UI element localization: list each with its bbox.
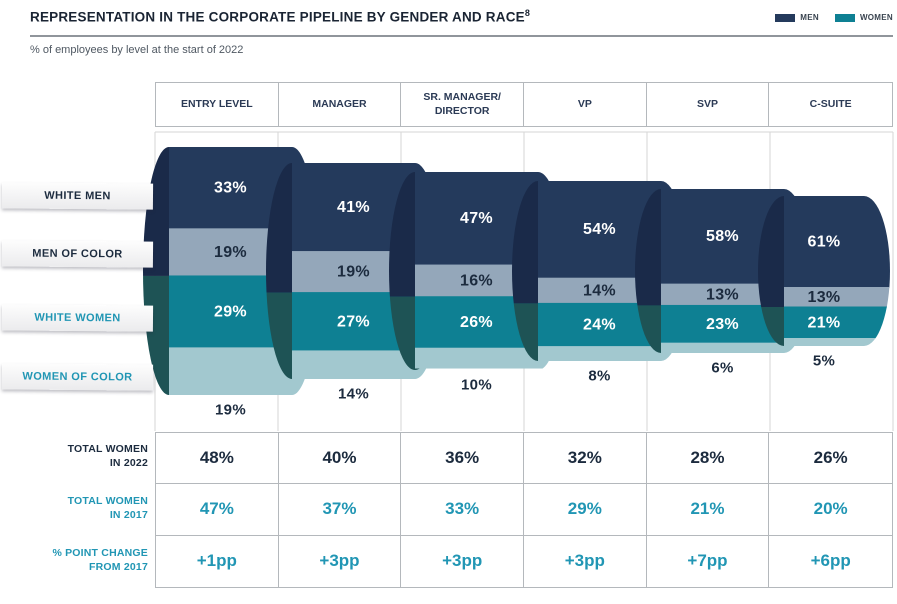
summary-value-r1-entry-level: 47% bbox=[156, 484, 279, 536]
summary-label-line2: IN 2017 bbox=[109, 508, 148, 521]
value-label-white-women-manager: 27% bbox=[337, 313, 370, 330]
segment-women-of-color bbox=[538, 346, 687, 361]
summary-value-r2-entry-level: +1pp bbox=[156, 535, 279, 587]
value-label-white-men-manager: 41% bbox=[337, 199, 370, 216]
title-divider bbox=[30, 35, 893, 37]
row-label-men-of-color: MEN OF COLOR bbox=[1, 240, 154, 268]
segment-men-of-color bbox=[784, 287, 890, 308]
summary-value-r0-sr-manager-director: 36% bbox=[401, 433, 524, 485]
value-label-women-of-color-entry-level: 19% bbox=[215, 402, 246, 419]
summary-value-r2-vp: +3pp bbox=[524, 535, 647, 587]
summary-label-line2: IN 2022 bbox=[109, 456, 148, 469]
segment-women-of-color bbox=[415, 347, 564, 369]
row-label-white-men: WHITE MEN bbox=[1, 182, 154, 210]
summary-value-r1-sr-manager-director: 33% bbox=[401, 484, 524, 536]
summary-value-r2-sr-manager-director: +3pp bbox=[401, 535, 524, 587]
legend-item-men: MEN bbox=[775, 13, 819, 22]
value-label-women-of-color-manager: 14% bbox=[338, 386, 369, 403]
legend-item-women: WOMEN bbox=[834, 13, 893, 22]
men-color-swatch bbox=[775, 13, 796, 22]
value-label-women-of-color-vp: 8% bbox=[588, 368, 610, 385]
footnote-marker: 8 bbox=[524, 8, 531, 18]
summary-label-line1: TOTAL WOMEN bbox=[67, 495, 148, 507]
value-label-white-women-svp: 23% bbox=[706, 316, 739, 333]
value-label-men-of-color-sr-manager-director: 16% bbox=[460, 272, 493, 289]
legend-label-women: WOMEN bbox=[859, 13, 893, 22]
cylinder-c-suite: 61% 13% 21% 5% bbox=[758, 196, 890, 370]
legend-label-men: MEN bbox=[800, 13, 819, 22]
women-color-swatch bbox=[834, 13, 855, 22]
summary-value-r2-svp: +7pp bbox=[647, 535, 770, 587]
summary-value-r2-c-suite: +6pp bbox=[810, 551, 851, 571]
value-label-men-of-color-svp: 13% bbox=[706, 286, 739, 303]
value-label-white-women-c-suite: 21% bbox=[808, 314, 841, 331]
value-label-men-of-color-vp: 14% bbox=[583, 282, 616, 299]
value-label-white-women-vp: 24% bbox=[583, 317, 616, 334]
summary-row-label-point-change: % POINT CHANGE FROM 2017 bbox=[0, 547, 148, 574]
summary-value-r1-vp: 29% bbox=[523, 484, 647, 536]
segment-white-men bbox=[784, 196, 890, 288]
segment-women-of-color bbox=[661, 342, 810, 353]
level-header-vp: VP bbox=[524, 83, 647, 126]
value-label-white-men-sr-manager-director: 47% bbox=[460, 210, 493, 227]
chart-subtitle: % of employees by level at the start of … bbox=[30, 44, 244, 56]
value-label-white-men-vp: 54% bbox=[583, 221, 616, 238]
row-label-text: MEN OF COLOR bbox=[32, 247, 123, 261]
summary-table: 48% 40% 36% 32% 28% 26% 47% 37% 33% 29% 21% 20% +1pp… bbox=[155, 432, 893, 588]
value-label-women-of-color-sr-manager-director: 10% bbox=[461, 377, 492, 394]
value-label-white-women-entry-level: 29% bbox=[214, 303, 247, 320]
summary-label-line2: FROM 2017 bbox=[89, 560, 148, 573]
summary-value-r0-svp: 28% bbox=[646, 433, 770, 485]
summary-value-r0-c-suite: 26% bbox=[769, 433, 892, 485]
value-label-white-men-entry-level: 33% bbox=[214, 179, 247, 196]
summary-label-line1: % POINT CHANGE bbox=[52, 547, 148, 559]
value-label-white-men-svp: 58% bbox=[706, 228, 739, 245]
level-header-manager: MANAGER bbox=[279, 83, 402, 126]
level-header-c-suite: C-SUITE bbox=[809, 97, 852, 110]
segment-women-of-color bbox=[784, 338, 890, 346]
row-label-text: WHITE MEN bbox=[44, 189, 111, 203]
summary-row-label-total-women-2022: TOTAL WOMEN IN 2022 bbox=[0, 443, 148, 470]
value-label-women-of-color-c-suite: 5% bbox=[813, 353, 835, 370]
chart-title-text: REPRESENTATION IN THE CORPORATE PIPELINE… bbox=[30, 9, 525, 25]
summary-value-r1-c-suite: 20% bbox=[769, 484, 892, 536]
level-header-entry-level: ENTRY LEVEL bbox=[156, 83, 279, 126]
summary-value-r0-manager: 40% bbox=[278, 433, 402, 485]
level-header-row: ENTRY LEVEL MANAGER SR. MANAGER/ DIRECTOR V… bbox=[155, 82, 893, 127]
legend: MEN WOMEN bbox=[775, 13, 893, 22]
summary-value-r1-svp: 21% bbox=[646, 484, 770, 536]
row-label-women-of-color: WOMEN OF COLOR bbox=[1, 363, 154, 391]
segment-white-women bbox=[784, 306, 890, 339]
value-label-men-of-color-entry-level: 19% bbox=[214, 244, 247, 261]
value-label-men-of-color-manager: 19% bbox=[337, 264, 370, 281]
summary-label-line1: TOTAL WOMEN bbox=[67, 443, 148, 455]
value-label-women-of-color-svp: 6% bbox=[711, 360, 733, 377]
level-header-svp: SVP bbox=[647, 83, 770, 126]
value-label-men-of-color-c-suite: 13% bbox=[808, 289, 841, 306]
summary-value-r0-entry-level: 48% bbox=[156, 433, 279, 485]
summary-value-r1-manager: 37% bbox=[278, 484, 402, 536]
row-label-text: WHITE WOMEN bbox=[34, 311, 121, 325]
chart-title: REPRESENTATION IN THE CORPORATE PIPELINE… bbox=[30, 8, 530, 25]
summary-row-label-total-women-2017: TOTAL WOMEN IN 2017 bbox=[0, 495, 148, 522]
level-header-sr-manager-director: SR. MANAGER/ DIRECTOR bbox=[401, 83, 524, 126]
value-label-white-women-sr-manager-director: 26% bbox=[460, 314, 493, 331]
summary-value-r2-manager: +3pp bbox=[279, 535, 402, 587]
row-label-white-women: WHITE WOMEN bbox=[1, 304, 154, 332]
value-label-white-men-c-suite: 61% bbox=[808, 233, 841, 250]
summary-value-r0-vp: 32% bbox=[523, 433, 647, 485]
row-label-text: WOMEN OF COLOR bbox=[22, 370, 133, 384]
